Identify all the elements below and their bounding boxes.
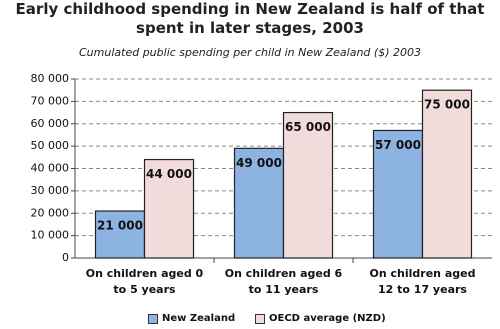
bar — [143, 158, 195, 259]
data-label: 65 000 — [285, 120, 331, 134]
chart-title: Early childhood spending in New Zealand … — [15, 0, 485, 37]
legend-swatch — [148, 313, 158, 324]
y-tick-label: 0 — [62, 251, 69, 264]
x-tick-label: On children aged 6 to 11 years — [224, 267, 343, 296]
data-label: 75 000 — [424, 98, 470, 112]
y-tick-label: 20 000 — [31, 206, 70, 219]
bar — [233, 147, 285, 259]
y-tick-label: 30 000 — [31, 184, 70, 197]
y-tick-label: 10 000 — [31, 229, 70, 242]
chart-subtitle: Cumulated public spending per child in N… — [79, 46, 421, 59]
bar — [94, 210, 146, 259]
legend-item: New Zealand — [148, 313, 235, 324]
y-tick-label: 60 000 — [31, 117, 70, 130]
y-tick-label: 80 000 — [31, 72, 70, 85]
bar — [372, 129, 424, 259]
y-tick-label: 50 000 — [31, 139, 70, 152]
legend-label: OECD average (NZD) — [269, 313, 386, 324]
data-label: 49 000 — [236, 156, 282, 170]
x-tick-label: On children aged 0 to 5 years — [85, 267, 204, 296]
data-label: 57 000 — [375, 138, 421, 152]
data-label: 44 000 — [146, 167, 192, 181]
legend-item: OECD average (NZD) — [255, 313, 386, 324]
legend-label: New Zealand — [162, 313, 236, 324]
bar — [282, 111, 334, 259]
y-tick-label: 70 000 — [31, 94, 70, 107]
data-label: 21 000 — [97, 219, 143, 233]
y-tick-label: 40 000 — [31, 162, 70, 175]
legend-swatch — [255, 313, 265, 324]
x-tick-label: On children aged 12 to 17 years — [369, 267, 476, 296]
bar — [421, 89, 473, 259]
